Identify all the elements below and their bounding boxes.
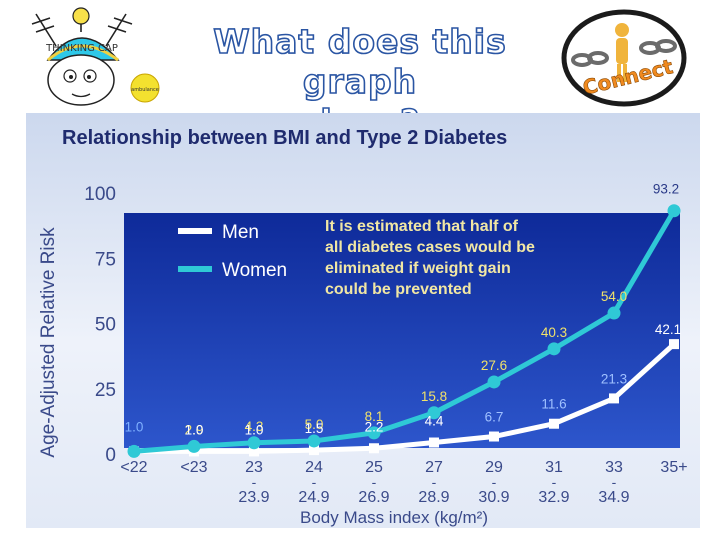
x-tick-dash: - xyxy=(492,474,497,490)
legend-label-women: Women xyxy=(222,260,287,281)
women-value-label: 27.6 xyxy=(481,358,507,373)
women-value-label: 8.1 xyxy=(365,409,384,424)
data-point-men xyxy=(609,393,619,404)
data-point-women xyxy=(187,439,201,453)
x-tick-label: 29 xyxy=(485,459,503,476)
svg-text:THINKING CAP: THINKING CAP xyxy=(45,43,118,54)
x-tick-label-range-end: 23.9 xyxy=(238,489,269,506)
data-point-men xyxy=(549,418,559,429)
women-value-label: 40.3 xyxy=(541,325,567,340)
data-point-women xyxy=(307,434,321,448)
chart-title: Relationship between BMI and Type 2 Diab… xyxy=(62,127,508,149)
men-value-label: 1.5 xyxy=(305,421,324,436)
men-value-label: 42.1 xyxy=(655,322,681,337)
x-tick-label: 33 xyxy=(605,459,623,476)
women-value-label: 93.2 xyxy=(653,182,679,197)
bmi-diabetes-chart: 0 25 50 75 100 Age-Adjusted Relative Risk <22 <… xyxy=(38,182,688,527)
connect-logo: Connect xyxy=(561,9,687,107)
series-line-men xyxy=(134,342,676,454)
data-point-women xyxy=(367,426,381,440)
data-point-men xyxy=(369,443,379,454)
data-point-men xyxy=(489,431,499,442)
x-tick-label-range-end: 30.9 xyxy=(478,489,509,506)
data-point-women xyxy=(247,436,261,450)
slide-header: THINKING CAP ambulance What does this gr… xyxy=(0,0,720,142)
x-axis-title: Body Mass index (kg/m²) xyxy=(300,508,488,527)
women-value-label: 15.8 xyxy=(421,389,447,404)
data-point-women xyxy=(427,406,441,420)
y-tick-label: 25 xyxy=(95,380,116,401)
x-tick-label: 27 xyxy=(425,459,443,476)
x-tick-label: <22 xyxy=(120,459,147,476)
chart-slide: 0 25 50 75 100 Age-Adjusted Relative Risk <22 <… xyxy=(26,113,700,528)
men-value-label: 1.0 xyxy=(185,422,204,437)
men-value-label: 6.7 xyxy=(485,410,504,425)
x-tick-label: 31 xyxy=(545,459,563,476)
heading-line-1: What does this graph xyxy=(212,21,507,102)
data-point-men xyxy=(429,437,439,448)
data-point-women xyxy=(487,375,501,389)
women-value-label: 2.9 xyxy=(185,422,204,437)
men-value-label: 21.3 xyxy=(601,371,627,386)
x-tick-dash: - xyxy=(312,474,317,490)
x-tick-label: 25 xyxy=(365,459,383,476)
x-tick-dash: - xyxy=(372,474,377,490)
y-tick-label: 0 xyxy=(105,445,116,466)
y-tick-label: 100 xyxy=(84,184,116,205)
x-tick-dash: - xyxy=(432,474,437,490)
women-value-label: 1.0 xyxy=(125,419,144,434)
data-point-men xyxy=(669,339,679,350)
x-tick-label: <23 xyxy=(180,459,207,476)
men-value-label: 2.2 xyxy=(365,419,384,434)
x-tick-label: 23 xyxy=(245,459,263,476)
x-tick-label-range-end: 24.9 xyxy=(298,489,329,506)
x-tick-label-range-end: 26.9 xyxy=(358,489,389,506)
annotation-line: It is estimated that half of xyxy=(325,218,519,235)
data-point-women xyxy=(667,204,681,218)
men-value-label: 4.4 xyxy=(425,414,444,429)
x-tick-dash: - xyxy=(552,474,557,490)
annotation-line: all diabetes cases would be xyxy=(325,239,535,256)
men-value-label: 11.6 xyxy=(541,397,566,412)
data-point-men xyxy=(309,445,319,456)
svg-text:ambulance: ambulance xyxy=(131,87,159,93)
women-value-label: 54.0 xyxy=(601,289,627,304)
data-point-women xyxy=(547,342,561,356)
annotation-line: could be prevented xyxy=(325,281,472,298)
x-tick-label-range-end: 34.9 xyxy=(598,489,629,506)
women-value-label: 4.3 xyxy=(245,419,264,434)
x-tick-dash: - xyxy=(612,474,617,490)
x-tick-dash: - xyxy=(252,474,257,490)
x-tick-label: 35+ xyxy=(660,459,687,476)
x-tick-label-range-end: 32.9 xyxy=(538,489,569,506)
women-value-label: 5.0 xyxy=(305,417,324,432)
annotation-line: eliminated if weight gain xyxy=(325,260,511,277)
x-tick-label-range-end: 28.9 xyxy=(418,489,449,506)
legend-label-men: Men xyxy=(222,222,259,243)
x-tick-label: 24 xyxy=(305,459,323,476)
men-value-label: 1.0 xyxy=(245,422,264,437)
data-point-women xyxy=(127,444,141,458)
y-tick-label: 50 xyxy=(95,315,116,336)
series-line-women xyxy=(133,209,677,454)
data-point-women xyxy=(607,306,621,320)
thinking-cap-logo: THINKING CAP ambulance xyxy=(31,7,160,106)
y-axis-title: Age-Adjusted Relative Risk xyxy=(38,227,59,458)
data-point-men xyxy=(249,446,259,457)
lightbulb-icon xyxy=(72,7,90,25)
y-tick-label: 75 xyxy=(95,249,116,270)
